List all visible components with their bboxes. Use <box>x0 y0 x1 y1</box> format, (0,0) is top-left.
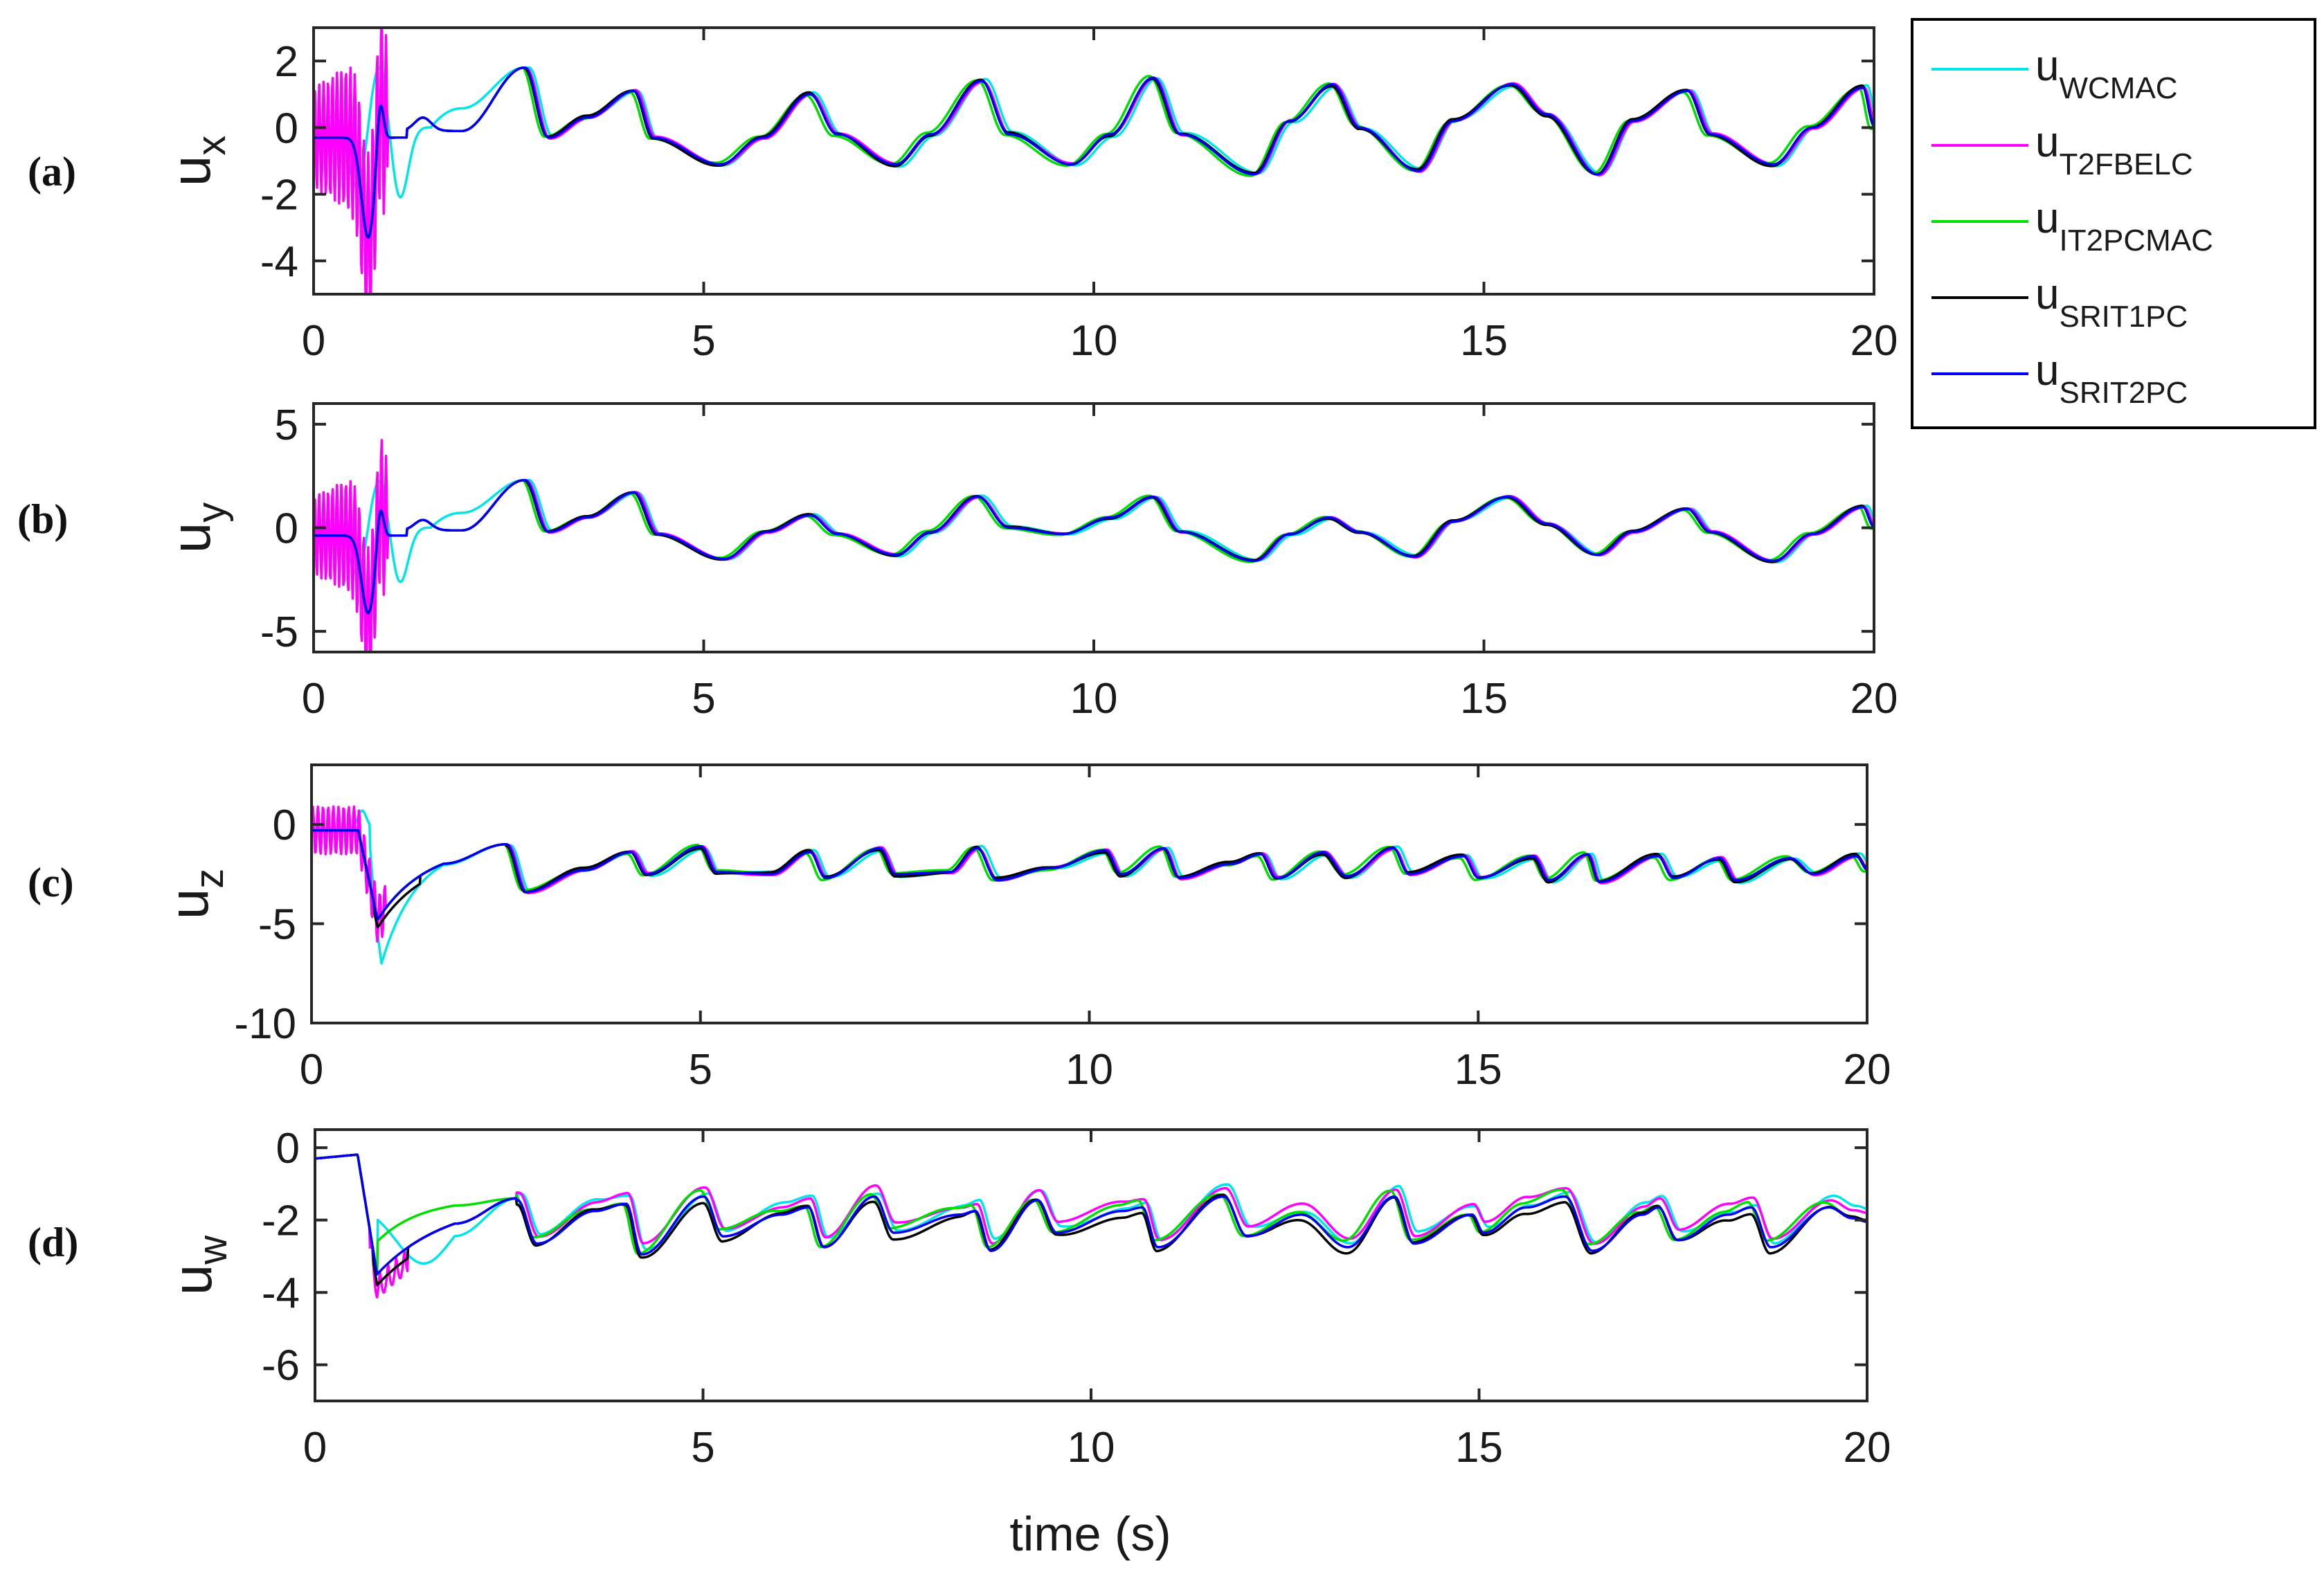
plot-area <box>315 1130 1867 1401</box>
y-axis-label-main: u <box>158 889 219 920</box>
y-axis-label-main: u <box>160 156 222 187</box>
panel-4: 0 5 10 15 20 -6 -4 -2 0 uw (d) <box>28 1125 1891 1472</box>
series-line-srit2pc <box>314 478 1874 615</box>
y-tick-label: 5 <box>275 401 298 449</box>
y-axis-label-main: u <box>161 1265 223 1296</box>
legend-label: uIT2PCMAC <box>2035 195 2213 257</box>
series-line-srit1pc <box>312 829 1867 929</box>
y-axis-label-sub: x <box>189 136 234 156</box>
y-axis-label-sub: y <box>189 503 234 523</box>
panel-1: 0 5 10 15 20 -4 -2 0 2 ux (a) <box>28 26 1898 365</box>
x-tick-label: 15 <box>1455 1424 1503 1472</box>
x-tick-label: 10 <box>1065 1046 1113 1094</box>
x-tick-label: 15 <box>1460 675 1508 723</box>
series-line-srit2pc <box>315 1153 1867 1276</box>
y-tick-label: -2 <box>262 1197 300 1245</box>
y-tick-label: -6 <box>262 1342 300 1390</box>
y-tick-label: 0 <box>275 505 298 553</box>
legend-label: uSRIT1PC <box>2035 271 2188 334</box>
y-tick-label: -2 <box>260 172 298 219</box>
panel-tag: (a) <box>28 149 76 195</box>
x-tick-label: 5 <box>692 675 715 723</box>
x-tick-label: 5 <box>692 317 715 365</box>
x-tick-label: 10 <box>1070 675 1118 723</box>
x-tick-label: 20 <box>1850 675 1898 723</box>
series-line-srit2pc <box>314 66 1874 239</box>
legend-label-sub: IT2PCMAC <box>2059 224 2213 257</box>
legend-label-main: u <box>2035 195 2059 242</box>
legend-label: uSRIT2PC <box>2035 347 2188 410</box>
legend-label-main: u <box>2035 42 2059 90</box>
legend-label: uT2FBELC <box>2035 118 2193 181</box>
panel-tag: (c) <box>28 860 74 905</box>
y-axis-label: ux <box>160 136 234 187</box>
y-tick-label: 2 <box>275 38 298 86</box>
y-tick-label: 0 <box>273 802 296 849</box>
plot-area <box>314 28 1874 294</box>
panel-tag: (d) <box>28 1220 78 1265</box>
legend-label-main: u <box>2035 271 2059 318</box>
series-group <box>314 439 1874 652</box>
series-group <box>314 28 1874 294</box>
x-tick-label: 5 <box>689 1046 712 1094</box>
legend-label-sub: WCMAC <box>2059 71 2177 105</box>
legend-label-sub: T2FBELC <box>2059 147 2192 181</box>
y-axis-label: uy <box>160 503 234 554</box>
x-tick-label: 10 <box>1068 1424 1115 1472</box>
x-tick-label: 20 <box>1850 317 1898 365</box>
x-tick-label: 0 <box>302 317 325 365</box>
y-axis-label-sub: w <box>190 1235 235 1265</box>
y-tick-label: 0 <box>275 105 298 152</box>
y-tick-label: -4 <box>260 238 298 286</box>
legend-label-main: u <box>2035 347 2059 395</box>
y-axis-label-main: u <box>160 523 222 554</box>
y-axis-label: uw <box>161 1235 235 1296</box>
x-tick-label: 0 <box>302 675 325 723</box>
y-tick-label: -5 <box>260 608 298 656</box>
plot-area <box>312 765 1867 1023</box>
y-axis-label-sub: z <box>187 869 232 889</box>
legend-box <box>1911 18 2316 429</box>
x-tick-label: 0 <box>303 1424 327 1472</box>
y-tick-label: -5 <box>258 901 296 949</box>
legend-label-sub: SRIT2PC <box>2059 376 2188 410</box>
y-axis-label: uz <box>158 869 232 920</box>
legend-label-sub: SRIT1PC <box>2059 300 2188 334</box>
x-tick-label: 5 <box>691 1424 714 1472</box>
x-tick-label: 20 <box>1844 1046 1891 1094</box>
y-tick-label: -4 <box>262 1269 300 1317</box>
plot-area <box>314 404 1874 652</box>
panel-tag: (b) <box>17 496 68 542</box>
legend-label: uWCMAC <box>2035 42 2178 105</box>
x-tick-label: 15 <box>1454 1046 1502 1094</box>
series-line-it2pcmac <box>315 1153 1867 1276</box>
y-tick-label: -10 <box>234 1000 296 1048</box>
x-tick-label: 15 <box>1460 317 1508 365</box>
x-axis-label: time (s) <box>1009 1507 1171 1561</box>
x-tick-label: 10 <box>1070 317 1118 365</box>
x-tick-label: 20 <box>1844 1424 1891 1472</box>
series-group <box>315 1153 1867 1299</box>
panel-3: 0 5 10 15 20 -10 -5 0 uz (c) <box>28 763 1891 1094</box>
y-tick-label: 0 <box>276 1125 300 1173</box>
legend-label-main: u <box>2035 118 2059 166</box>
series-line-srit2pc <box>312 829 1867 921</box>
x-tick-label: 0 <box>300 1046 323 1094</box>
series-group <box>312 805 1867 965</box>
